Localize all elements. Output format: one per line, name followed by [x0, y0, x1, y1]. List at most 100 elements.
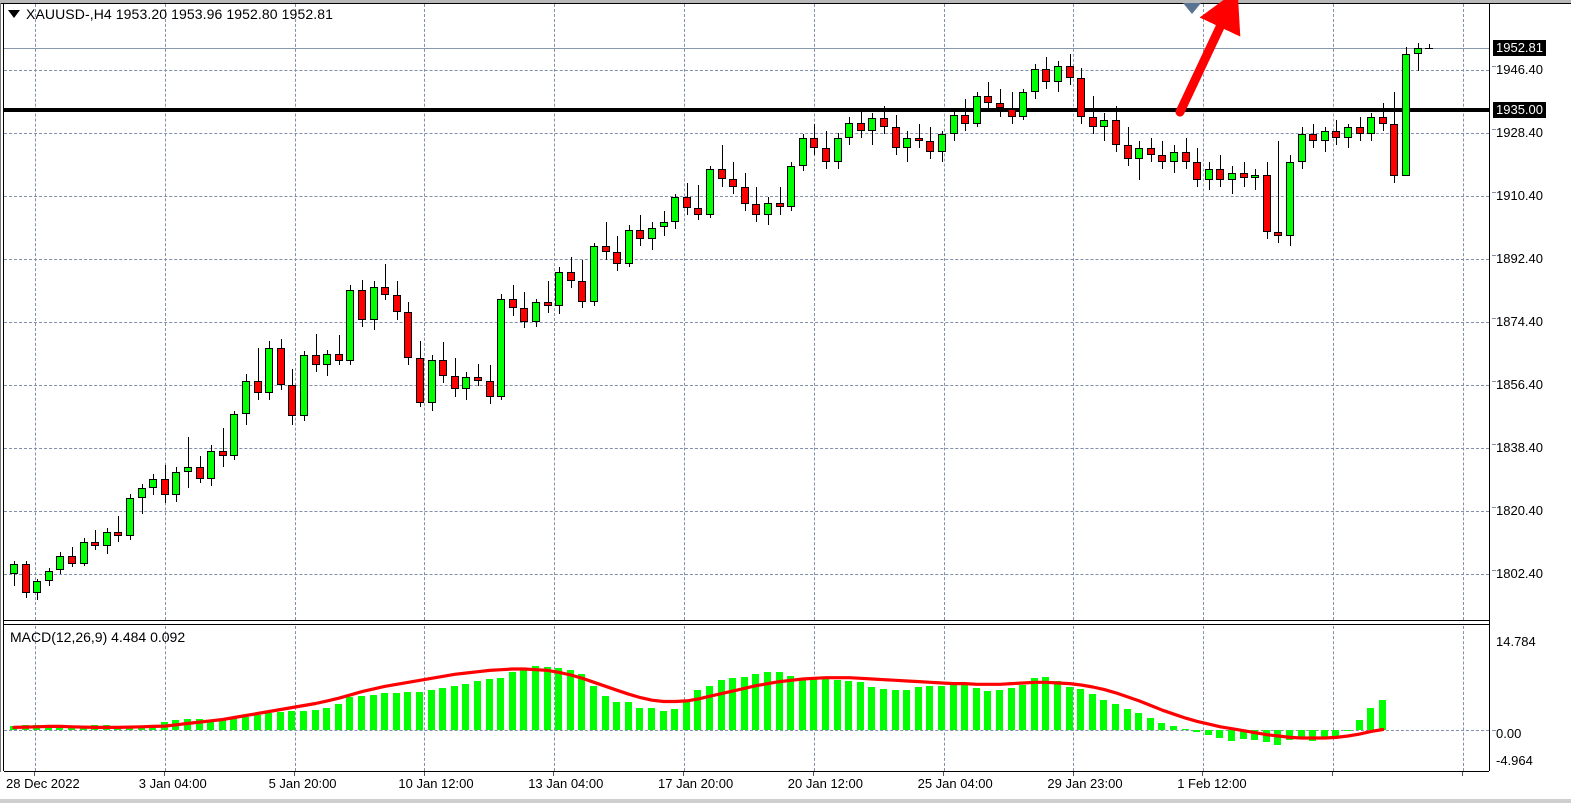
candle-body	[1216, 169, 1225, 180]
time-axis[interactable]: 28 Dec 2022 3 Jan 04:00 5 Jan 20:00 10 Jan …	[0, 772, 1571, 799]
candle-body	[137, 487, 146, 499]
candle-wick	[698, 185, 699, 221]
window-left-border	[0, 3, 1, 800]
macd-histogram-bar	[914, 686, 922, 731]
candle-body	[1204, 169, 1213, 180]
macd-histogram-bar	[833, 679, 841, 731]
time-axis-tick	[293, 772, 295, 776]
candle-wick	[95, 529, 96, 551]
price-gridline	[4, 448, 1489, 449]
candle-wick	[548, 281, 549, 313]
macd-histogram-bar	[880, 688, 887, 731]
macd-histogram-bar	[1204, 730, 1212, 736]
candle-body	[474, 377, 482, 382]
time-gridline	[35, 626, 36, 771]
candle-body	[996, 102, 1004, 109]
candle-body	[207, 451, 216, 480]
price-axis-tick	[1492, 381, 1496, 382]
time-gridline	[1203, 4, 1205, 620]
macd-histogram-bar	[1239, 730, 1247, 740]
macd-histogram-bar	[636, 707, 644, 731]
candle-body	[671, 197, 680, 222]
candle-wick	[1139, 141, 1140, 180]
candle-wick	[142, 484, 143, 514]
macd-histogram-bar	[752, 674, 760, 731]
candle-body	[79, 542, 88, 564]
candle-body	[1320, 130, 1329, 142]
candle-body	[590, 246, 598, 303]
window-bottom-border	[0, 799, 1571, 803]
macd-histogram-bar	[1274, 730, 1282, 746]
candle-body	[230, 414, 239, 456]
price-chart-pane[interactable]	[4, 4, 1489, 620]
time-axis-label: 29 Jan 23:00	[1047, 776, 1123, 791]
macd-histogram-bar	[1355, 720, 1363, 731]
candle-body	[706, 169, 714, 215]
candle-body	[613, 251, 622, 264]
candle-wick	[478, 363, 479, 387]
time-axis-label: 3 Jan 04:00	[138, 776, 207, 791]
macd-histogram-bar	[1297, 730, 1305, 739]
time-gridline	[164, 4, 166, 620]
macd-histogram-bar	[334, 703, 342, 731]
macd-axis-tick	[1492, 730, 1496, 732]
macd-histogram-bar	[822, 678, 829, 731]
price-axis-tick	[1492, 507, 1496, 508]
macd-histogram-bar	[1112, 703, 1119, 731]
candle-body	[926, 141, 935, 152]
candle-wick	[606, 221, 607, 261]
macd-histogram-bar	[311, 709, 319, 731]
macd-histogram-bar	[1286, 730, 1293, 740]
macd-zero-line	[4, 730, 1489, 732]
time-axis-label: 10 Jan 12:00	[398, 776, 474, 791]
candle-body	[868, 118, 877, 131]
candle-body	[694, 207, 703, 215]
macd-histogram-bar	[706, 686, 713, 731]
macd-histogram-bar	[868, 686, 876, 731]
macd-histogram-bar	[230, 718, 238, 731]
macd-histogram-bar	[497, 678, 505, 731]
macd-histogram-bar	[996, 689, 1003, 731]
macd-histogram-bar	[984, 690, 992, 731]
time-axis-tick	[942, 772, 944, 776]
price-axis-label: 1802.40	[1496, 566, 1543, 581]
time-gridline	[813, 4, 815, 620]
candle-body	[358, 290, 366, 320]
macd-histogram-bar	[764, 672, 771, 731]
macd-histogram-bar	[1181, 728, 1189, 731]
macd-histogram-bar	[717, 680, 725, 731]
macd-histogram-bar	[775, 672, 783, 731]
candle-body	[648, 227, 656, 240]
candle-body	[195, 466, 204, 480]
time-gridline	[424, 626, 426, 771]
macd-histogram-bar	[555, 667, 563, 731]
price-axis-tick	[1492, 255, 1496, 256]
candle-body	[102, 531, 111, 546]
time-gridline	[684, 4, 685, 620]
candle-body	[126, 498, 134, 537]
macd-histogram-bar	[1077, 688, 1085, 731]
price-gridline	[4, 574, 1489, 575]
candle-body	[1146, 148, 1155, 156]
macd-histogram-bar	[1030, 678, 1038, 731]
price-axis[interactable]: 1946.40 1928.40 1910.40 1892.40 1874.40 1856.…	[1492, 0, 1571, 771]
plot-left-border	[3, 4, 4, 771]
triangle-down-icon[interactable]	[8, 10, 20, 18]
macd-histogram-bar	[218, 719, 226, 731]
macd-histogram-bar	[938, 685, 945, 731]
macd-histogram-bar	[1100, 699, 1108, 731]
candle-body	[1100, 120, 1109, 128]
candle-body	[381, 287, 390, 296]
macd-indicator-pane[interactable]	[4, 626, 1489, 771]
macd-histogram-bar	[1367, 707, 1375, 731]
macd-histogram-bar	[44, 726, 52, 731]
macd-histogram-bar	[543, 667, 551, 731]
time-axis-tick	[1332, 772, 1334, 776]
candle-body	[914, 137, 923, 142]
time-gridline	[684, 626, 685, 771]
candle-wick	[1418, 43, 1419, 72]
macd-histogram-bar	[798, 677, 806, 731]
candle-body	[1019, 91, 1028, 117]
price-axis-tick	[1492, 129, 1496, 130]
price-gridline	[4, 133, 1489, 134]
